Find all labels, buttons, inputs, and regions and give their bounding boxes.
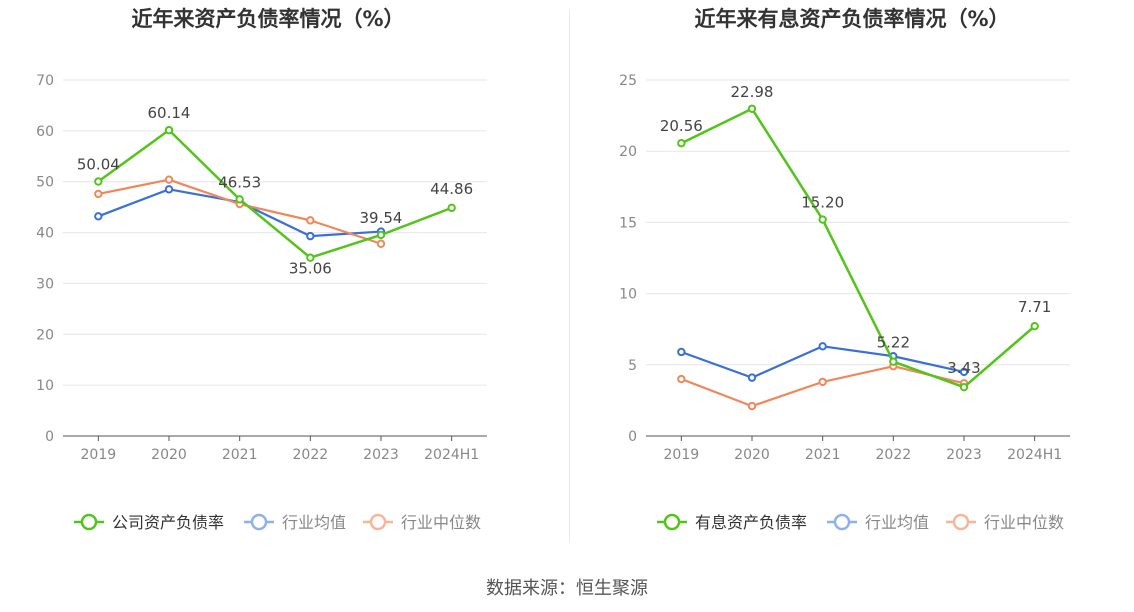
chart2-point-company (747, 104, 757, 113)
chart2-data-label: 3.43 (947, 359, 980, 377)
chart2-x-tick-label: 2022 (876, 447, 912, 463)
chart1-point-median (376, 239, 386, 248)
chart1-data-label: 60.14 (148, 104, 191, 122)
chart1-x-tick-label: 2019 (81, 447, 117, 463)
chart1-legend-marker-avg (250, 513, 268, 531)
chart2-legend-label-avg: 行业均值 (865, 513, 929, 532)
chart1-y-tick-label: 60 (36, 124, 54, 140)
chart1-point-company (235, 195, 244, 204)
chart1-x-tick-label: 2023 (363, 447, 399, 463)
chart2-y-tick-label: 10 (619, 287, 637, 303)
chart1-point-avg (164, 185, 174, 194)
chart1-data-label: 44.86 (430, 180, 473, 198)
chart2-point-company (889, 357, 898, 366)
chart2-data-label: 22.98 (731, 83, 774, 101)
chart1-y-tick-label: 30 (36, 276, 54, 292)
chart1-data-label: 50.04 (77, 156, 120, 174)
chart1-title: 近年来资产负债率情况（%） (131, 7, 404, 31)
chart1-legend-label-company: 公司资产负债率 (112, 513, 224, 532)
chart1-x-tick-label: 2022 (293, 447, 329, 463)
chart2-data-label: 5.22 (877, 334, 910, 352)
chart1-legend-label-avg: 行业均值 (282, 513, 346, 532)
chart1-point-median (94, 189, 103, 199)
chart2-point-company (677, 139, 686, 148)
chart2-point-median (677, 374, 686, 384)
chart1-data-label: 46.53 (218, 173, 261, 191)
chart2-x-tick-label: 2023 (946, 447, 982, 463)
chart2-data-label: 20.56 (660, 117, 703, 135)
chart1-point-company (164, 125, 174, 135)
data-source-label: 数据来源：恒生聚源 (486, 578, 648, 599)
chart1-point-company (94, 177, 103, 186)
chart1-y-tick-label: 50 (36, 175, 54, 191)
chart1-point-median (164, 175, 174, 184)
chart1-point-median (306, 216, 315, 225)
chart1-x-tick-label: 2024H1 (424, 447, 479, 463)
chart2-legend-marker-avg (833, 513, 851, 531)
chart2-point-company (1030, 322, 1039, 331)
chart2-data-label: 7.71 (1018, 298, 1051, 316)
chart2-series-line-company (680, 107, 1036, 389)
chart2-point-median (818, 377, 827, 387)
chart1-x-tick-label: 2021 (222, 447, 258, 463)
chart2-point-avg (747, 373, 757, 382)
chart1-data-label: 35.06 (289, 260, 332, 278)
chart2-y-tick-label: 15 (619, 215, 637, 231)
chart2-legend-label-company: 有息资产负债率 (695, 513, 807, 532)
chart2-y-tick-label: 5 (628, 358, 637, 374)
chart1-point-company (306, 253, 315, 262)
chart1-y-tick-label: 20 (36, 327, 54, 343)
chart2-y-tick-label: 20 (619, 144, 637, 160)
chart2-data-label: 15.20 (801, 194, 844, 212)
chart1-data-label: 39.54 (360, 209, 403, 227)
chart2-y-tick-label: 25 (619, 73, 637, 89)
chart1-point-avg (306, 231, 315, 241)
chart1-point-avg (94, 212, 103, 221)
chart2-x-tick-label: 2024H1 (1007, 447, 1062, 463)
chart2-x-tick-label: 2019 (664, 447, 700, 463)
chart1-y-tick-label: 0 (45, 429, 54, 445)
chart1-legend-label-median: 行业中位数 (401, 513, 481, 532)
chart2-legend-marker-median (952, 513, 970, 531)
chart2-title: 近年来有息资产负债率情况（%） (694, 7, 1009, 31)
chart1-series-line-company (97, 128, 453, 259)
chart1-legend-marker-median (369, 513, 387, 531)
chart1-y-tick-label: 70 (36, 73, 54, 89)
chart1-y-tick-label: 10 (36, 378, 54, 394)
chart-divider (569, 10, 570, 542)
chart2-point-avg (959, 367, 969, 377)
chart2-x-tick-label: 2020 (734, 447, 770, 463)
chart2-legend-marker-company (663, 513, 681, 531)
chart2-point-median (747, 401, 757, 411)
chart2-y-tick-label: 0 (628, 429, 637, 445)
chart1-x-tick-label: 2020 (151, 447, 187, 463)
chart2-x-tick-label: 2021 (805, 447, 841, 463)
chart1-legend-marker-company (80, 513, 98, 531)
chart1-point-company (376, 230, 386, 240)
chart2-point-company (959, 382, 969, 392)
chart2-point-avg (677, 347, 686, 357)
chart2-point-company (818, 215, 827, 224)
chart1-point-company (447, 203, 456, 213)
chart2-legend-label-median: 行业中位数 (984, 513, 1064, 532)
chart2-point-avg (818, 342, 827, 351)
chart1-y-tick-label: 40 (36, 226, 54, 242)
